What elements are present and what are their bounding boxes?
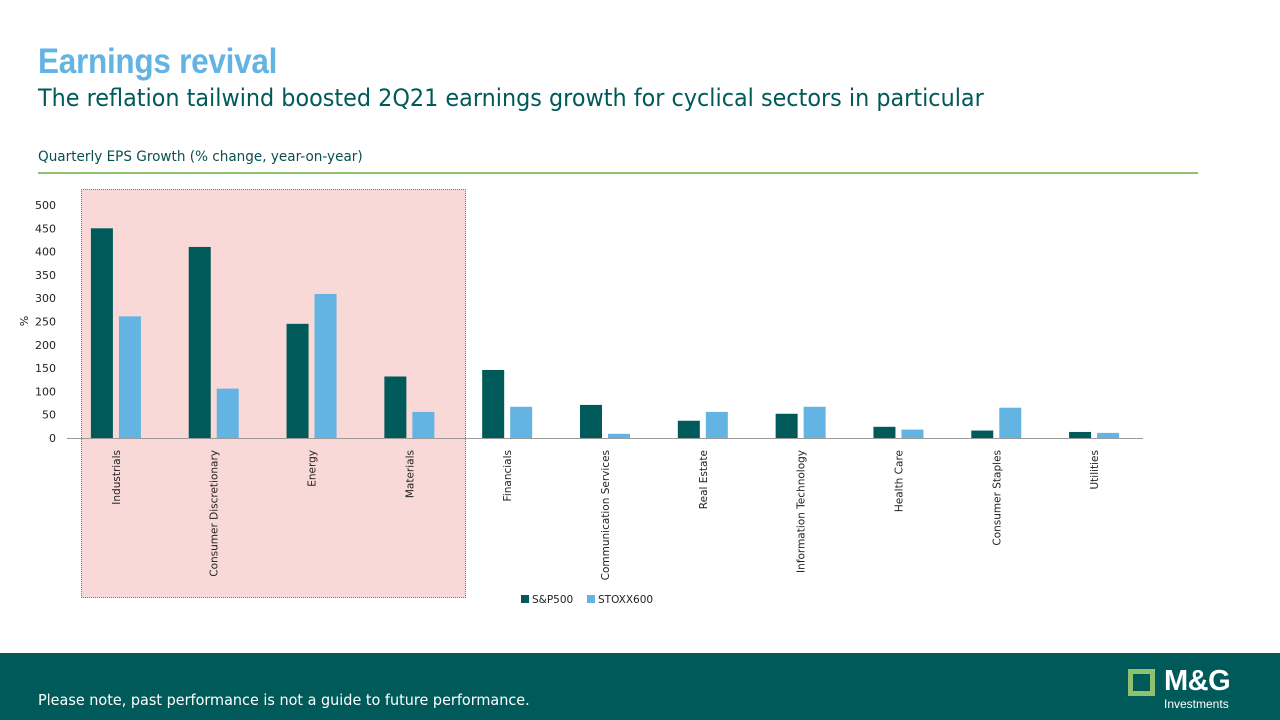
x-category-label: Consumer Discretionary [209, 450, 221, 577]
page-title: Earnings revival [38, 42, 278, 81]
bar-stoxx600 [608, 433, 630, 438]
bar-stoxx600 [314, 294, 337, 438]
caption-divider [38, 172, 1198, 174]
bar-sp500 [677, 420, 700, 438]
bar-stoxx600 [412, 411, 435, 438]
y-tick-label: 100 [35, 385, 56, 398]
bar-stoxx600 [216, 388, 239, 438]
bar-sp500 [188, 246, 211, 438]
mg-logo: M&G Investments [1126, 665, 1246, 711]
x-category-label: Utilities [1089, 450, 1101, 490]
bar-stoxx600 [118, 316, 141, 438]
logo-subtitle: Investments [1164, 697, 1229, 711]
eps-growth-chart: 0 50 100 150 200 250 300 350 400 450 500% Industria… [18, 199, 1143, 606]
bar-stoxx600 [803, 406, 826, 438]
y-tick-label: 350 [35, 269, 56, 282]
x-category-label: Real Estate [698, 450, 710, 509]
bar-sp500 [1069, 431, 1092, 438]
y-tick-label: 250 [35, 316, 56, 329]
x-category-label: Communication Services [600, 450, 612, 580]
bar-stoxx600 [999, 407, 1022, 438]
bar-sp500 [286, 323, 309, 438]
x-category-label: Health Care [893, 450, 905, 512]
bar-sp500 [873, 426, 896, 438]
bar-sp500 [971, 430, 994, 438]
logo-name: M&G [1164, 665, 1231, 697]
y-tick-label: 300 [35, 292, 56, 305]
y-tick-label: 0 [49, 432, 56, 445]
x-category-label: Information Technology [796, 450, 808, 573]
disclaimer-text: Please note, past performance is not a g… [38, 691, 530, 709]
y-tick-label: 450 [35, 222, 56, 235]
bar-sp500 [775, 413, 798, 438]
bar-stoxx600 [510, 406, 533, 438]
legend-label: S&P500 [532, 594, 573, 606]
y-tick-label: 50 [42, 409, 56, 422]
y-tick-label: 500 [35, 199, 56, 212]
x-category-label: Industrials [111, 450, 123, 505]
bar-sp500 [384, 376, 407, 438]
x-category-label: Materials [404, 450, 416, 498]
bar-stoxx600 [705, 411, 728, 438]
y-axis-label: % [18, 316, 31, 326]
legend-swatch [521, 595, 529, 603]
x-category-label: Energy [307, 450, 319, 487]
x-category-label: Consumer Staples [991, 450, 1003, 546]
footer-bar: Please note, past performance is not a g… [0, 653, 1280, 720]
legend-label: STOXX600 [598, 594, 653, 606]
y-tick-label: 200 [35, 339, 56, 352]
x-category-label: Financials [502, 450, 514, 501]
logo-square-icon [1128, 669, 1155, 696]
legend-swatch [587, 595, 595, 603]
bar-sp500 [580, 404, 602, 438]
y-tick-label: 400 [35, 246, 56, 259]
chart-title: Quarterly EPS Growth (% change, year-on-… [38, 149, 363, 165]
y-tick-label: 150 [35, 362, 56, 375]
bar-sp500 [482, 369, 505, 438]
bar-stoxx600 [901, 429, 924, 438]
page-subtitle: The reflation tailwind boosted 2Q21 earn… [38, 84, 984, 112]
bar-sp500 [90, 228, 113, 438]
bar-stoxx600 [1097, 432, 1120, 438]
